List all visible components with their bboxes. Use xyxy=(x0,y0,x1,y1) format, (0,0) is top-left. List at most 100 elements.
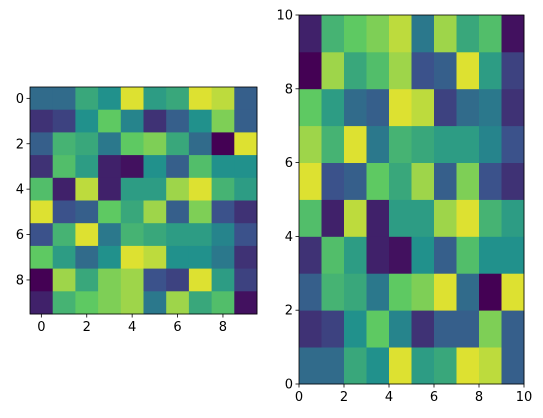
heatmap-cell xyxy=(479,88,502,127)
heatmap-cell xyxy=(479,199,502,237)
heatmap-cell xyxy=(30,109,54,133)
heatmap-cell xyxy=(321,236,345,274)
heatmap-cell xyxy=(389,199,412,237)
heatmap-cell xyxy=(211,109,235,133)
heatmap-cell xyxy=(411,162,435,200)
heatmap-cell xyxy=(211,200,235,224)
heatmap-cell xyxy=(411,88,435,127)
heatmap-cell xyxy=(366,236,390,274)
y-tick-label: 4 xyxy=(16,183,24,198)
heatmap-cell xyxy=(120,132,144,156)
heatmap-cell xyxy=(188,177,212,201)
heatmap-cell xyxy=(52,291,76,315)
heatmap-cell xyxy=(234,177,258,201)
heatmap-cell xyxy=(389,15,412,53)
heatmap-cell xyxy=(120,155,144,179)
heatmap-cell xyxy=(143,291,167,315)
heatmap-cell xyxy=(188,291,212,315)
heatmap-cell xyxy=(411,199,435,237)
heatmap-cell xyxy=(411,15,435,53)
heatmap-cell xyxy=(211,87,235,111)
heatmap-cell xyxy=(389,347,412,385)
heatmap-cell xyxy=(456,273,480,311)
heatmap-cell xyxy=(501,199,525,237)
heatmap-cell xyxy=(344,125,367,163)
y-tick-label: 6 xyxy=(285,156,293,171)
heatmap-cell xyxy=(501,88,525,127)
heatmap-cell xyxy=(166,268,190,292)
heatmap-cell xyxy=(434,236,457,274)
heatmap-cell xyxy=(479,347,502,385)
heatmap-cell xyxy=(479,273,502,311)
heatmap-cell xyxy=(456,236,480,274)
heatmap-cell xyxy=(188,223,212,247)
heatmap-cell xyxy=(389,310,412,348)
heatmap-cell xyxy=(411,236,435,274)
heatmap-cell xyxy=(188,87,212,111)
x-tick-label: 0 xyxy=(37,320,45,335)
heatmap-cell xyxy=(30,268,54,292)
heatmap-cell xyxy=(234,109,258,133)
x-tick-label: 8 xyxy=(219,320,227,335)
heatmap-cell xyxy=(234,200,258,224)
heatmap-cell xyxy=(30,200,54,224)
y-tick-label: 2 xyxy=(16,137,24,152)
heatmap-cell xyxy=(321,51,345,90)
heatmap-cell xyxy=(389,88,412,127)
heatmap-cell xyxy=(75,87,99,111)
heatmap-cell xyxy=(143,109,167,133)
heatmap-cell xyxy=(411,273,435,311)
y-tick-label: 2 xyxy=(285,304,293,319)
heatmap-cell xyxy=(166,200,190,224)
heatmap-cell xyxy=(120,223,144,247)
heatmap-cell xyxy=(321,310,345,348)
heatmap-cell xyxy=(366,15,390,53)
heatmap-cell xyxy=(344,162,367,200)
y-tick-label: 10 xyxy=(276,9,293,24)
heatmap-cell xyxy=(30,223,54,247)
heatmap-cell xyxy=(52,109,76,133)
heatmap-cell xyxy=(389,273,412,311)
heatmap-cell xyxy=(434,125,457,163)
heatmap-cell xyxy=(299,125,322,163)
x-tick-label: 0 xyxy=(295,390,303,405)
heatmap-cell xyxy=(501,125,525,163)
heatmap-cell xyxy=(299,199,322,237)
y-tick-label: 0 xyxy=(285,378,293,393)
heatmap-cell xyxy=(98,268,122,292)
plot-frame xyxy=(29,86,258,315)
heatmap-cell xyxy=(299,15,322,53)
heatmap-cell xyxy=(188,268,212,292)
heatmap-cell xyxy=(299,236,322,274)
heatmap-cell xyxy=(166,245,190,269)
x-tick-label: 8 xyxy=(475,390,483,405)
heatmap-cell xyxy=(98,200,122,224)
heatmap-cell xyxy=(344,15,367,53)
heatmap-cell xyxy=(211,245,235,269)
heatmap-cell xyxy=(501,236,525,274)
heatmap-cell xyxy=(434,88,457,127)
heatmap-cell xyxy=(166,223,190,247)
x-tick-label: 2 xyxy=(83,320,91,335)
heatmap-cell xyxy=(411,51,435,90)
heatmap-cell xyxy=(120,109,144,133)
heatmap-cell xyxy=(166,109,190,133)
heatmap-cell xyxy=(501,347,525,385)
heatmap-cell xyxy=(75,268,99,292)
heatmap-left: 0 2 4 6 8 0 2 4 6 8 xyxy=(16,86,258,335)
heatmap-cell xyxy=(188,155,212,179)
heatmap-cell xyxy=(434,310,457,348)
heatmap-cell xyxy=(456,125,480,163)
heatmap-cell xyxy=(75,155,99,179)
heatmap-cell xyxy=(188,200,212,224)
x-tick-label: 10 xyxy=(516,390,533,405)
heatmap-cell xyxy=(321,199,345,237)
heatmap-cell xyxy=(143,268,167,292)
heatmap-cell xyxy=(434,162,457,200)
heatmap-cell xyxy=(75,109,99,133)
y-tick-label: 8 xyxy=(16,273,24,288)
heatmap-cell xyxy=(321,88,345,127)
heatmap-cell xyxy=(52,268,76,292)
heatmap-cell xyxy=(501,162,525,200)
